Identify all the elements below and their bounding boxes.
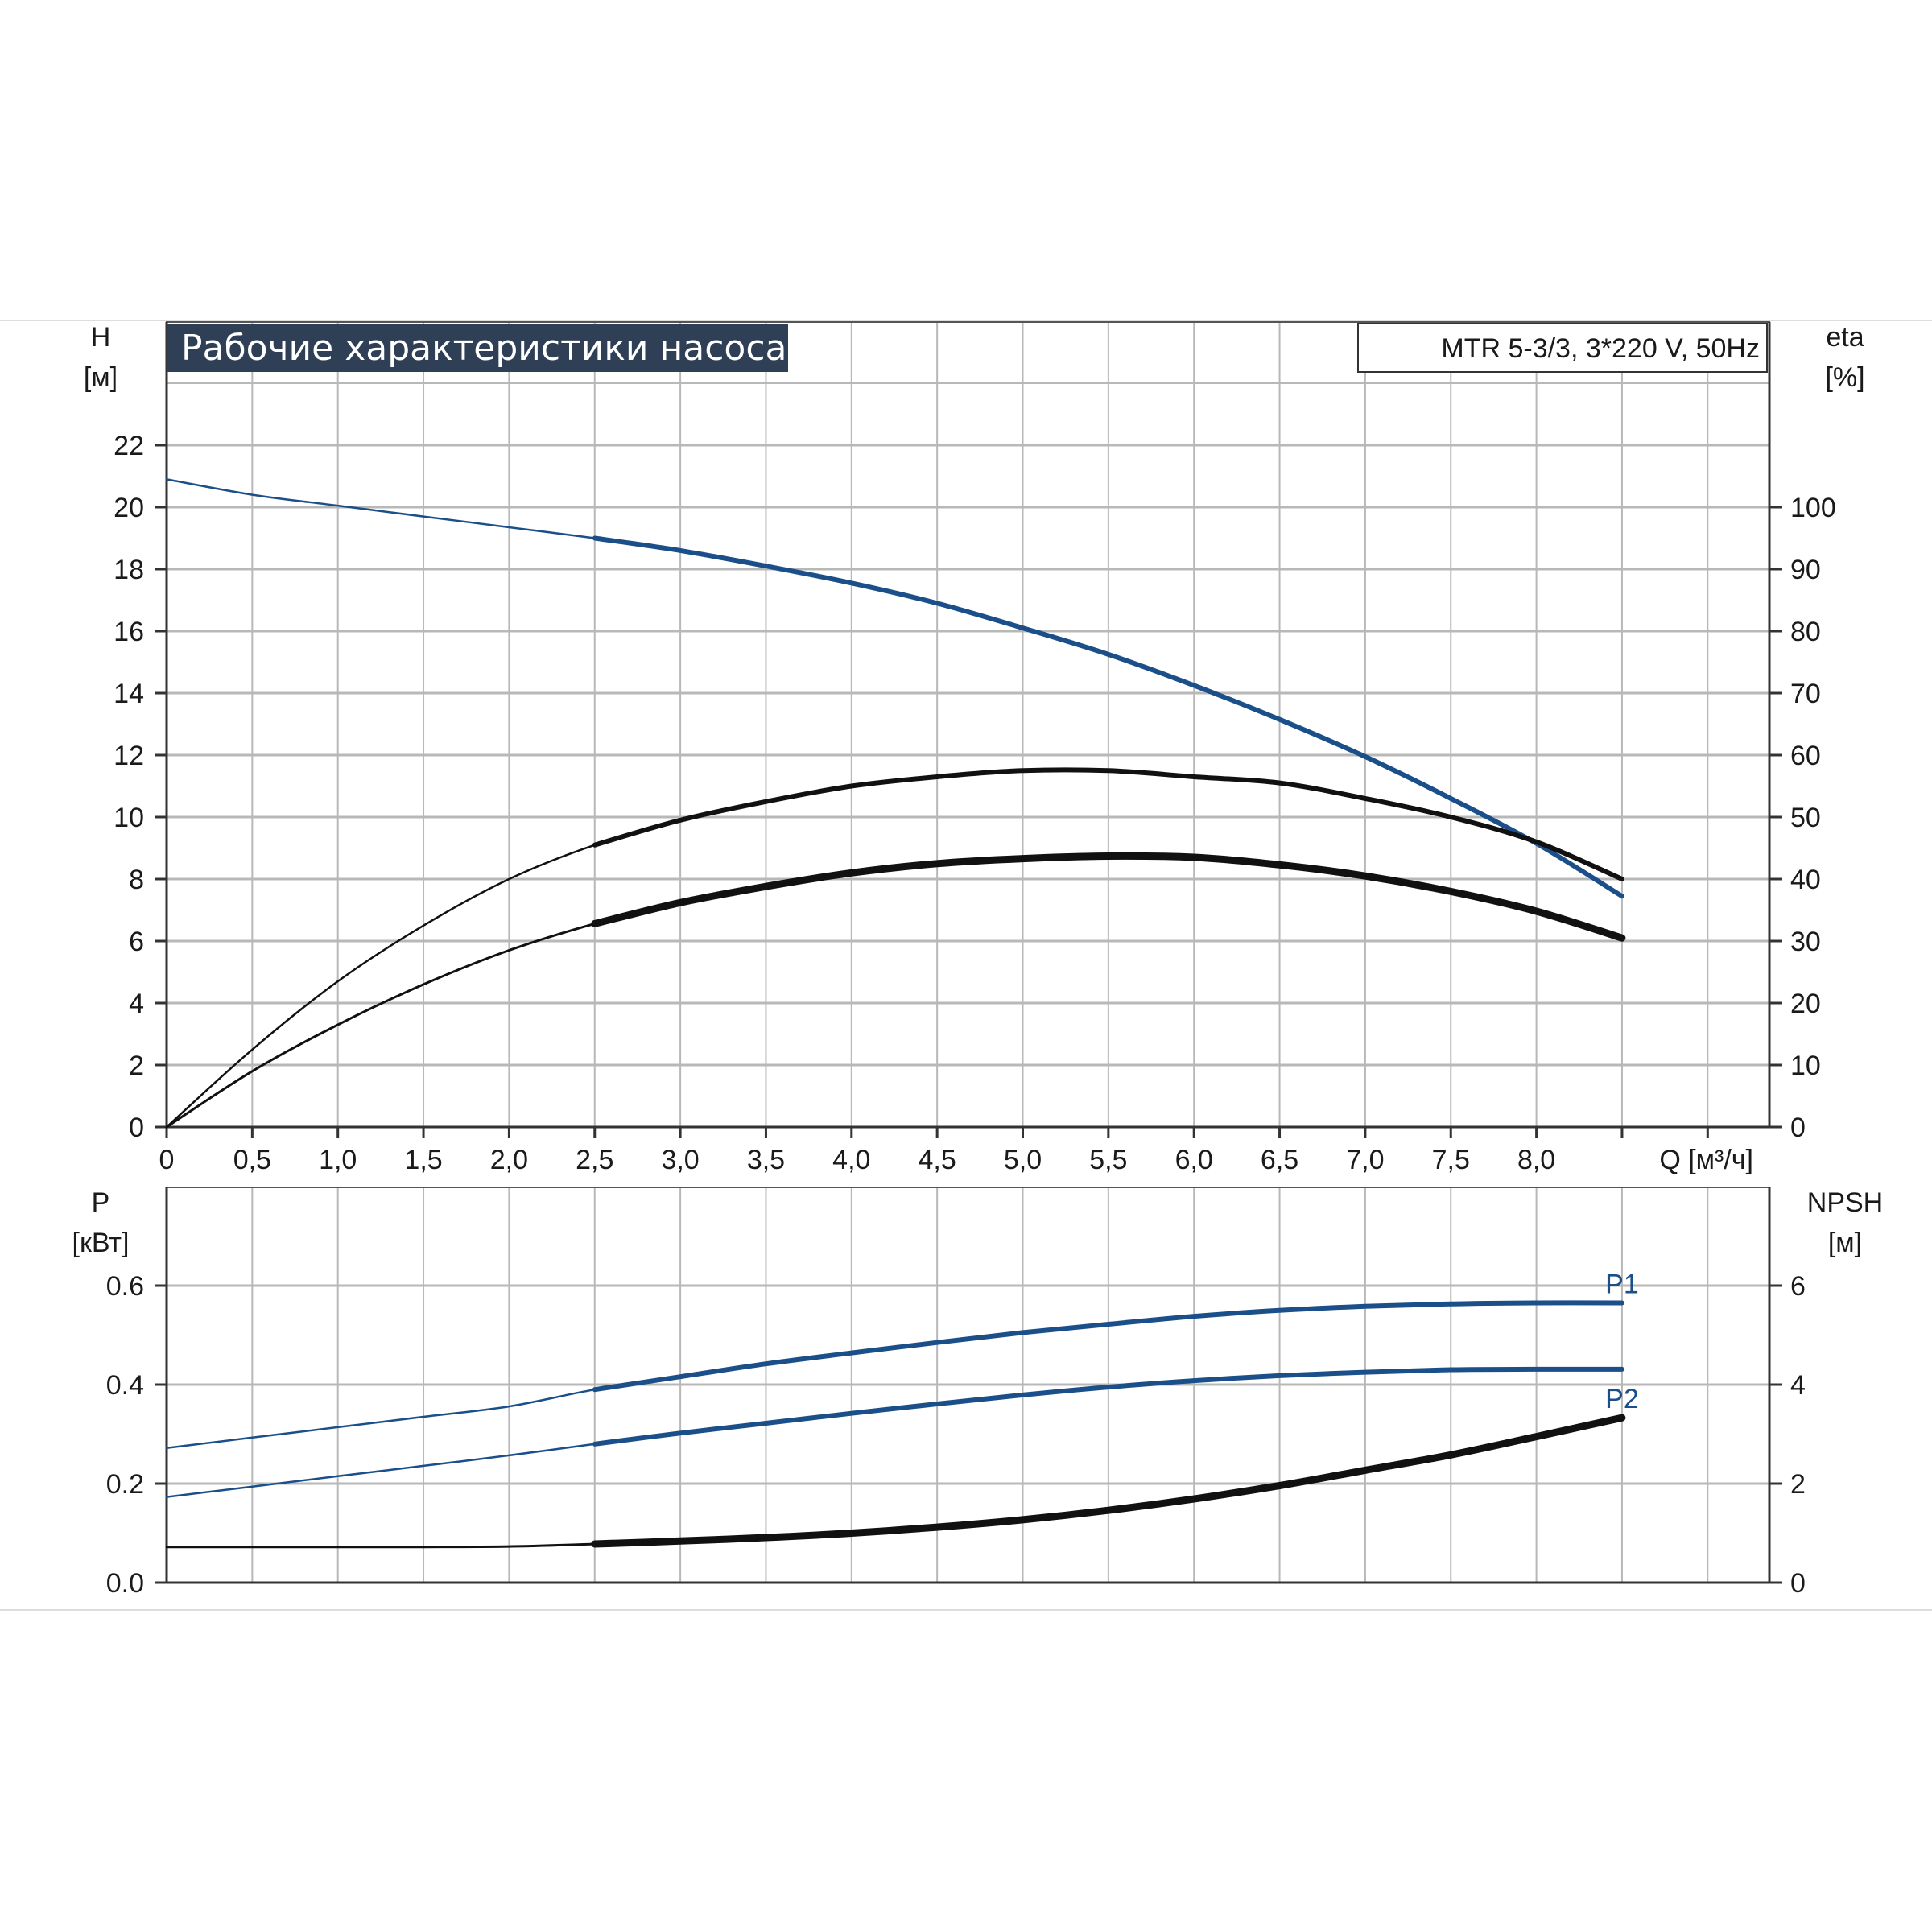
x-tick-label: 6,0 — [1175, 1145, 1213, 1175]
bottom-left-tick-label: 0.6 — [106, 1271, 144, 1302]
top-series-2-duty-range — [591, 852, 1626, 942]
bottom-left-axis-name: P — [92, 1187, 110, 1218]
top-right-tick-label: 70 — [1790, 679, 1821, 709]
top-left-tick-label: 2 — [129, 1051, 144, 1081]
bottom-left-axis-unit: [кВт] — [72, 1228, 130, 1258]
top-left-axis-name: H — [91, 322, 111, 353]
top-left-tick-label: 6 — [129, 927, 144, 957]
x-tick-label: 2,5 — [576, 1145, 613, 1175]
top-right-axis-unit: [%] — [1825, 362, 1864, 393]
x-tick-label: 2,0 — [490, 1145, 528, 1175]
top-right-tick-label: 20 — [1790, 989, 1821, 1019]
bottom-series-2-duty-range — [591, 1414, 1626, 1548]
top-right-tick-label: 80 — [1790, 617, 1821, 647]
x-tick-label: 4,5 — [919, 1145, 956, 1175]
top-left-tick-label: 14 — [114, 679, 144, 709]
model-label: MTR 5-3/3, 3*220 V, 50Hz — [1441, 333, 1760, 364]
model-box-frame — [1357, 323, 1768, 373]
series-label-p1: P1 — [1605, 1269, 1639, 1300]
bottom-right-axis-unit: [м] — [1828, 1228, 1862, 1258]
chart-title: Рабочие характеристики насоса — [181, 328, 786, 369]
top-left-tick-label: 16 — [114, 617, 144, 647]
x-tick-label: 7,0 — [1346, 1145, 1384, 1175]
top-series-1-duty-range — [592, 767, 1624, 881]
x-tick-label: 0,5 — [233, 1145, 271, 1175]
x-tick-label: 6,5 — [1261, 1145, 1298, 1175]
top-right-tick-label: 60 — [1790, 741, 1821, 771]
bottom-left-tick-label: 0.4 — [106, 1370, 144, 1401]
x-tick-label: 7,5 — [1432, 1145, 1470, 1175]
x-axis-label: Q [м³/ч] — [1659, 1145, 1753, 1175]
series-label-p2: P2 — [1605, 1384, 1639, 1414]
top-left-axis-unit: [м] — [84, 362, 118, 393]
top-right-tick-label: 0 — [1790, 1113, 1806, 1143]
top-series-0-duty-range — [592, 535, 1624, 899]
bottom-right-tick-label: 2 — [1790, 1469, 1806, 1500]
top-left-tick-label: 10 — [114, 803, 144, 833]
bottom-panel: 0.0 0.2 0.4 0.6 0 2 4 6 P [кВт] NPSH [м] P1 P2 — [72, 1187, 1883, 1599]
top-right-tick-label: 100 — [1790, 493, 1836, 523]
x-tick-label: 1,5 — [404, 1145, 442, 1175]
top-left-tick-label: 8 — [129, 865, 144, 895]
x-tick-label: 0 — [159, 1145, 175, 1175]
top-left-tick-label: 12 — [114, 741, 144, 771]
chart-title-background — [167, 324, 788, 372]
x-tick-label: 1,0 — [319, 1145, 357, 1175]
model-box: MTR 5-3/3, 3*220 V, 50Hz — [1357, 323, 1768, 373]
bottom-right-tick-label: 6 — [1790, 1271, 1806, 1302]
x-tick-label: 8,0 — [1517, 1145, 1555, 1175]
chart-title-box: Рабочие характеристики насоса — [167, 324, 788, 372]
bottom-series-0-duty-range — [592, 1300, 1624, 1393]
top-left-tick-label: 20 — [114, 493, 144, 523]
x-tick-label: 4,0 — [832, 1145, 870, 1175]
bottom-right-tick-label: 4 — [1790, 1370, 1806, 1401]
top-left-tick-label: 18 — [114, 555, 144, 585]
bottom-left-tick-label: 0.2 — [106, 1469, 144, 1500]
x-tick-label: 5,0 — [1004, 1145, 1042, 1175]
bottom-right-tick-label: 0 — [1790, 1568, 1806, 1599]
top-right-tick-label: 10 — [1790, 1051, 1821, 1081]
bottom-right-axis-name: NPSH — [1807, 1187, 1883, 1218]
top-right-tick-label: 90 — [1790, 555, 1821, 585]
top-right-tick-label: 50 — [1790, 803, 1821, 833]
x-tick-label: 5,5 — [1089, 1145, 1127, 1175]
bottom-left-tick-label: 0.0 — [106, 1568, 144, 1599]
top-panel: 0 2 4 6 8 10 12 14 16 18 20 22 0 10 20 30 40 50 60 70 80 90 10… — [84, 321, 1865, 1175]
top-left-tick-label: 22 — [114, 431, 144, 461]
top-right-axis-name: eta — [1826, 322, 1864, 353]
top-plot-area — [167, 322, 1769, 1127]
top-right-tick-label: 40 — [1790, 865, 1821, 895]
top-right-tick-label: 30 — [1790, 927, 1821, 957]
top-left-tick-label: 4 — [129, 989, 144, 1019]
top-left-tick-label: 0 — [129, 1113, 144, 1143]
bottom-series-1-duty-range — [592, 1366, 1624, 1447]
x-tick-label: 3,5 — [747, 1145, 785, 1175]
x-tick-label: 3,0 — [661, 1145, 699, 1175]
